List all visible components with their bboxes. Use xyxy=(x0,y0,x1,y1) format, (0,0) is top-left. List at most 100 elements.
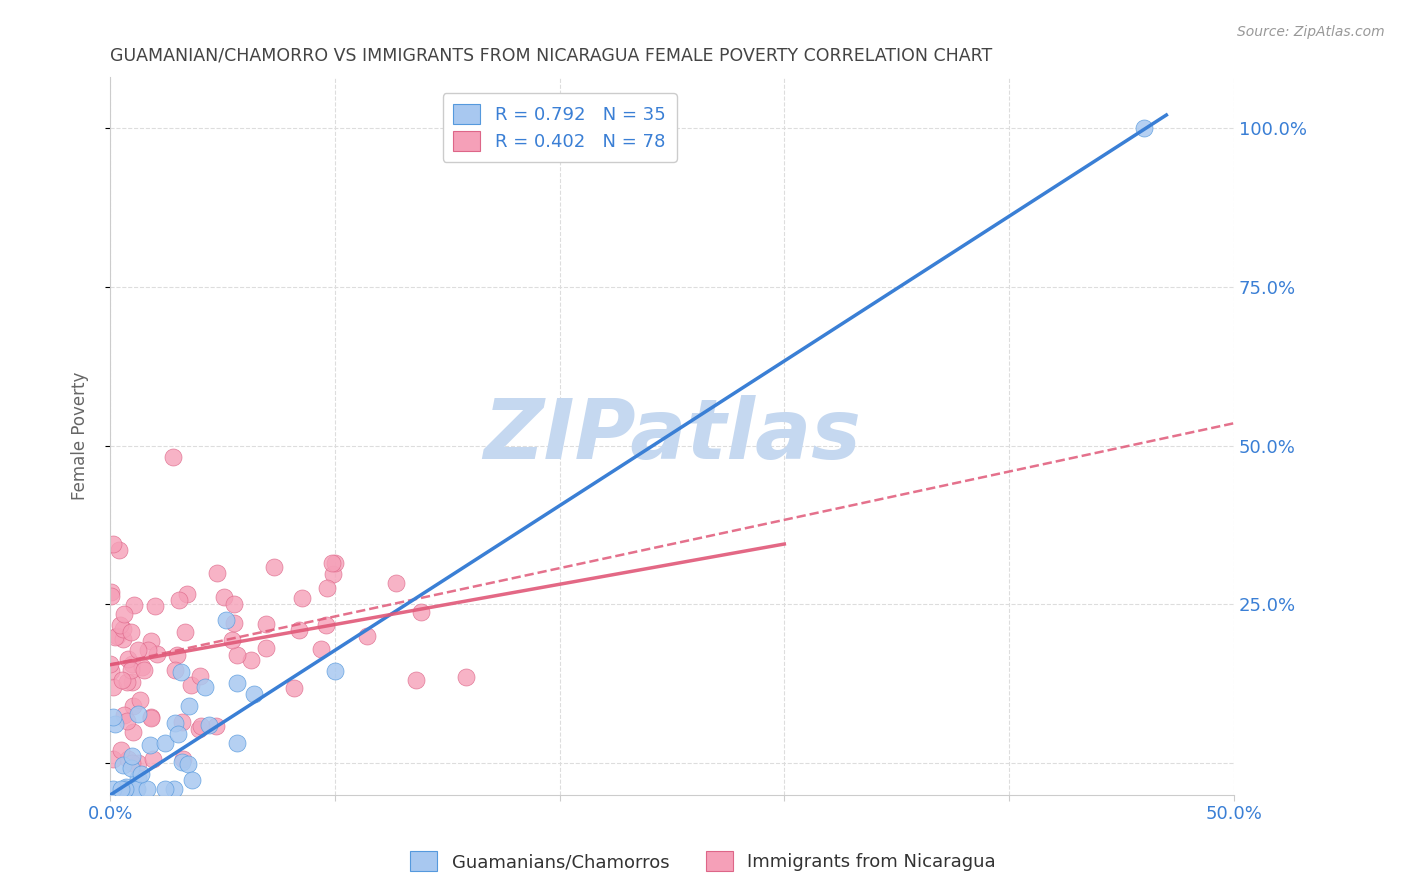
Point xyxy=(181,772,204,787)
Point xyxy=(127,706,149,721)
Point xyxy=(122,724,145,739)
Point xyxy=(136,643,159,657)
Point xyxy=(254,617,277,632)
Point xyxy=(117,752,139,766)
Point xyxy=(141,711,163,725)
Point xyxy=(114,781,136,796)
Point xyxy=(356,629,378,643)
Point xyxy=(112,758,135,772)
Point xyxy=(111,622,134,636)
Point xyxy=(321,556,343,570)
Point xyxy=(139,738,162,752)
Point xyxy=(163,781,186,796)
Legend: Guamanians/Chamorros, Immigrants from Nicaragua: Guamanians/Chamorros, Immigrants from Ni… xyxy=(404,844,1002,879)
Point xyxy=(122,699,145,714)
Point xyxy=(115,714,138,729)
Point xyxy=(110,781,132,796)
Text: ZIPatlas: ZIPatlas xyxy=(484,395,860,476)
Point xyxy=(176,586,198,600)
Point xyxy=(111,632,134,647)
Point xyxy=(170,665,193,679)
Point xyxy=(121,748,143,763)
Point xyxy=(212,590,235,604)
Point xyxy=(104,716,127,731)
Point xyxy=(134,663,156,677)
Point xyxy=(288,623,311,637)
Point xyxy=(115,674,138,689)
Point xyxy=(142,752,165,766)
Point xyxy=(316,581,339,595)
Point xyxy=(101,537,124,551)
Point xyxy=(254,640,277,655)
Point xyxy=(136,781,159,796)
Point xyxy=(322,567,344,582)
Text: Source: ZipAtlas.com: Source: ZipAtlas.com xyxy=(1237,25,1385,39)
Point xyxy=(194,680,217,694)
Point xyxy=(224,615,246,630)
Point xyxy=(190,719,212,733)
Point xyxy=(177,756,200,771)
Point xyxy=(188,669,211,683)
Point xyxy=(166,648,188,663)
Point xyxy=(129,767,152,781)
Point xyxy=(110,742,132,756)
Point xyxy=(101,680,124,694)
Point xyxy=(221,632,243,647)
Point xyxy=(125,781,148,796)
Point xyxy=(120,761,142,775)
Point xyxy=(411,605,433,619)
Point xyxy=(122,598,145,612)
Point xyxy=(146,647,169,661)
Point xyxy=(165,716,187,731)
Point xyxy=(173,625,195,640)
Point xyxy=(105,629,128,643)
Point xyxy=(205,566,228,581)
Point xyxy=(224,597,246,611)
Point xyxy=(165,663,187,677)
Point xyxy=(177,698,200,713)
Point xyxy=(323,664,346,678)
Point xyxy=(112,607,135,621)
Point xyxy=(456,670,478,684)
Point xyxy=(172,755,194,769)
Point xyxy=(100,589,122,603)
Point xyxy=(226,648,249,662)
Text: GUAMANIAN/CHAMORRO VS IMMIGRANTS FROM NICARAGUA FEMALE POVERTY CORRELATION CHART: GUAMANIAN/CHAMORRO VS IMMIGRANTS FROM NI… xyxy=(110,46,993,64)
Point xyxy=(101,710,124,724)
Point xyxy=(131,659,153,673)
Point xyxy=(172,752,194,766)
Point xyxy=(167,592,190,607)
Point xyxy=(121,657,143,672)
Point xyxy=(127,643,149,657)
Point xyxy=(263,559,285,574)
Point xyxy=(103,752,125,766)
Point xyxy=(125,781,148,796)
Point xyxy=(153,781,176,796)
Point xyxy=(214,613,236,627)
Point xyxy=(121,756,143,771)
Point xyxy=(139,634,162,648)
Point xyxy=(114,781,136,796)
Point xyxy=(153,736,176,750)
Point xyxy=(309,641,332,656)
Point xyxy=(225,736,247,750)
Point xyxy=(115,780,138,794)
Point xyxy=(197,717,219,731)
Point xyxy=(162,450,184,464)
Point xyxy=(141,710,163,724)
Point xyxy=(120,664,142,678)
Point xyxy=(188,722,211,736)
Point xyxy=(101,781,124,796)
Point xyxy=(205,719,228,733)
Point xyxy=(129,693,152,707)
Point xyxy=(180,678,202,692)
Point xyxy=(107,542,129,557)
Point xyxy=(170,715,193,730)
Point xyxy=(291,591,314,606)
Point xyxy=(108,618,131,632)
Point xyxy=(120,624,142,639)
Point xyxy=(100,665,122,679)
Point xyxy=(100,585,122,599)
Point xyxy=(1133,120,1156,135)
Point xyxy=(283,681,305,695)
